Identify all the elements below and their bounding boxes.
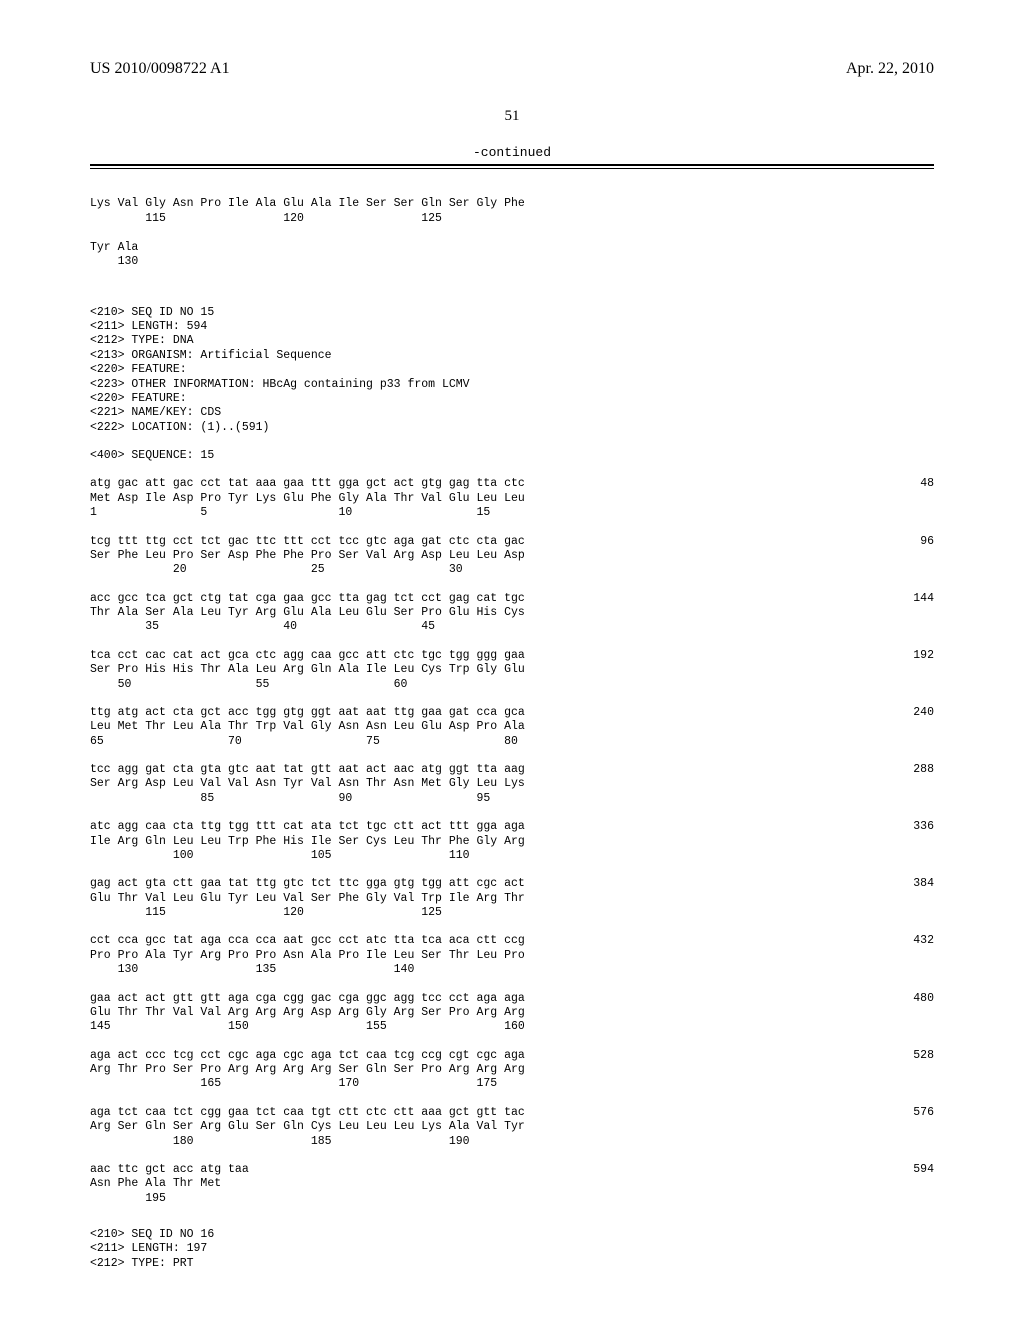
seq-dna: tca cct cac cat act gca ctc agg caa gcc …	[90, 649, 525, 663]
sequence-triplets: atg gac att gac cct tat aaa gaa ttt gga …	[90, 477, 934, 1163]
page: US 2010/0098722 A1 Apr. 22, 2010 51 -con…	[0, 0, 1024, 1320]
seq-line: Lys Val Gly Asn Pro Ile Ala Glu Ala Ile …	[90, 197, 525, 210]
sequence-row-dna: tca cct cac cat act gca ctc agg caa gcc …	[90, 649, 934, 663]
seq-pos: 130 135 140	[90, 963, 934, 977]
sequence-row-dna: tcc agg gat cta gta gtc aat tat gtt aat …	[90, 763, 934, 777]
seq-dna: tcg ttt ttg cct tct gac ttc ttt cct tcc …	[90, 535, 525, 549]
metadata-block: <210> SEQ ID NO 15 <211> LENGTH: 594 <21…	[90, 306, 934, 435]
continued-label: -continued	[90, 145, 934, 160]
seq-dna: tcc agg gat cta gta gtc aat tat gtt aat …	[90, 763, 525, 777]
seq-dna: aac ttc gct acc atg taa	[90, 1163, 249, 1177]
metadata-block-2: <210> SEQ ID NO 16 <211> LENGTH: 197 <21…	[90, 1228, 934, 1271]
sequence-tail-aa: Asn Phe Ala Thr Met	[90, 1177, 934, 1191]
publication-date: Apr. 22, 2010	[846, 60, 934, 78]
seq-aa: Ser Phe Leu Pro Ser Asp Phe Phe Pro Ser …	[90, 549, 934, 563]
seq-aa: Met Asp Ile Asp Pro Tyr Lys Glu Phe Gly …	[90, 492, 934, 506]
top-sequence-block: Lys Val Gly Asn Pro Ile Ala Glu Ala Ile …	[90, 183, 934, 284]
seq-dna: aga act ccc tcg cct cgc aga cgc aga tct …	[90, 1049, 525, 1063]
seq-dna: cct cca gcc tat aga cca cca aat gcc cct …	[90, 934, 525, 948]
seq-aa: Glu Thr Val Leu Glu Tyr Leu Val Ser Phe …	[90, 892, 934, 906]
seq-num: 576	[894, 1106, 934, 1120]
seq-num: 480	[894, 992, 934, 1006]
seq-pos: 100 105 110	[90, 849, 934, 863]
seq-aa: Pro Pro Ala Tyr Arg Pro Pro Asn Ala Pro …	[90, 949, 934, 963]
seq-dna: acc gcc tca gct ctg tat cga gaa gcc tta …	[90, 592, 525, 606]
sequence-row-dna: atc agg caa cta ttg tgg ttt cat ata tct …	[90, 820, 934, 834]
seq-num: 336	[894, 820, 934, 834]
seq-pos: 145 150 155 160	[90, 1020, 934, 1034]
seq-pos: 65 70 75 80	[90, 735, 934, 749]
seq-aa: Leu Met Thr Leu Ala Thr Trp Val Gly Asn …	[90, 720, 934, 734]
seq-num: 288	[894, 763, 934, 777]
seq-num: 594	[894, 1163, 934, 1177]
sequence-tail-pos: 195	[90, 1192, 934, 1206]
seq-num: 48	[894, 477, 934, 491]
rule-top-thin	[90, 168, 934, 169]
seq-aa: Arg Thr Pro Ser Pro Arg Arg Arg Arg Ser …	[90, 1063, 934, 1077]
seq-pos: 165 170 175	[90, 1077, 934, 1091]
page-number: 51	[90, 108, 934, 125]
seq-num: 528	[894, 1049, 934, 1063]
page-header: US 2010/0098722 A1 Apr. 22, 2010	[90, 60, 934, 78]
seq-aa: Thr Ala Ser Ala Leu Tyr Arg Glu Ala Leu …	[90, 606, 934, 620]
seq-num: 192	[894, 649, 934, 663]
sequence-row-dna: aga tct caa tct cgg gaa tct caa tgt ctt …	[90, 1106, 934, 1120]
seq-pos: 180 185 190	[90, 1135, 934, 1149]
seq-dna: aga tct caa tct cgg gaa tct caa tgt ctt …	[90, 1106, 525, 1120]
seq-line: 130	[90, 255, 138, 268]
sequence-row-dna: cct cca gcc tat aga cca cca aat gcc cct …	[90, 934, 934, 948]
sequence-row-dna: ttg atg act cta gct acc tgg gtg ggt aat …	[90, 706, 934, 720]
sequence-row-dna: acc gcc tca gct ctg tat cga gaa gcc tta …	[90, 592, 934, 606]
seq-pos: 35 40 45	[90, 620, 934, 634]
sequence-row-dna: gag act gta ctt gaa tat ttg gtc tct ttc …	[90, 877, 934, 891]
sequence-row-dna: tcg ttt ttg cct tct gac ttc ttt cct tcc …	[90, 535, 934, 549]
seq-aa: Glu Thr Thr Val Val Arg Arg Arg Asp Arg …	[90, 1006, 934, 1020]
seq-pos: 85 90 95	[90, 792, 934, 806]
sequence-row-dna: atg gac att gac cct tat aaa gaa ttt gga …	[90, 477, 934, 491]
seq-num: 96	[894, 535, 934, 549]
rule-top	[90, 164, 934, 166]
sequence-row-dna: aga act ccc tcg cct cgc aga cgc aga tct …	[90, 1049, 934, 1063]
seq-line: 115 120 125	[90, 212, 442, 225]
seq-aa: Arg Ser Gln Ser Arg Glu Ser Gln Cys Leu …	[90, 1120, 934, 1134]
seq-aa: Ile Arg Gln Leu Leu Trp Phe His Ile Ser …	[90, 835, 934, 849]
sequence-header: <400> SEQUENCE: 15	[90, 449, 934, 463]
publication-number: US 2010/0098722 A1	[90, 60, 230, 78]
seq-pos: 1 5 10 15	[90, 506, 934, 520]
seq-dna: ttg atg act cta gct acc tgg gtg ggt aat …	[90, 706, 525, 720]
sequence-row-dna: gaa act act gtt gtt aga cga cgg gac cga …	[90, 992, 934, 1006]
seq-line: Tyr Ala	[90, 241, 138, 254]
seq-num: 384	[894, 877, 934, 891]
seq-dna: atc agg caa cta ttg tgg ttt cat ata tct …	[90, 820, 525, 834]
seq-num: 240	[894, 706, 934, 720]
seq-aa: Ser Pro His His Thr Ala Leu Arg Gln Ala …	[90, 663, 934, 677]
seq-dna: gag act gta ctt gaa tat ttg gtc tct ttc …	[90, 877, 525, 891]
seq-pos: 115 120 125	[90, 906, 934, 920]
seq-aa: Ser Arg Asp Leu Val Val Asn Tyr Val Asn …	[90, 777, 934, 791]
seq-pos: 50 55 60	[90, 678, 934, 692]
seq-dna: gaa act act gtt gtt aga cga cgg gac cga …	[90, 992, 525, 1006]
seq-num: 144	[894, 592, 934, 606]
seq-pos: 20 25 30	[90, 563, 934, 577]
seq-num: 432	[894, 934, 934, 948]
sequence-tail-dna: aac ttc gct acc atg taa 594	[90, 1163, 934, 1177]
seq-dna: atg gac att gac cct tat aaa gaa ttt gga …	[90, 477, 525, 491]
